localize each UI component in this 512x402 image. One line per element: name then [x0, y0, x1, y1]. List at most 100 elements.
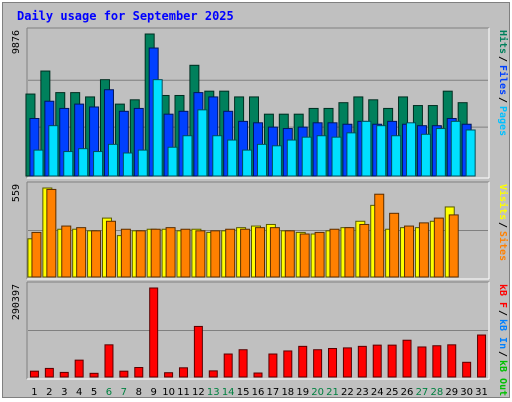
x-tick-label-day-25: 25	[386, 387, 399, 398]
chart-title: Daily usage for September 2025	[17, 9, 234, 23]
bar-kb-f-day-7	[119, 370, 129, 378]
bar-pages-day-26	[406, 122, 417, 177]
x-tick-label-day-27: 27	[416, 387, 429, 398]
bar-sites-day-19	[299, 233, 310, 278]
bar-kb-f-day-22	[342, 347, 352, 378]
x-tick-label-day-6: 6	[106, 387, 112, 398]
x-tick-label-day-11: 11	[177, 387, 190, 398]
bar-kb-f-day-27	[417, 346, 427, 378]
ymax-label-visits-sites: 559	[11, 184, 22, 202]
bar-sites-day-26	[404, 225, 415, 278]
bar-kb-f-day-29	[447, 344, 457, 378]
bar-sites-day-29	[448, 214, 459, 278]
legend-files: Files	[497, 65, 509, 95]
bar-pages-day-16	[257, 143, 267, 177]
bar-sites-day-21	[329, 228, 340, 278]
bar-pages-day-4	[78, 148, 89, 177]
bar-kb-f-day-18	[283, 350, 293, 378]
legend-separator: /	[497, 310, 508, 316]
bar-kb-f-day-6	[104, 344, 114, 378]
x-tick-label-day-29: 29	[445, 387, 458, 398]
bar-kb-f-day-17	[268, 353, 278, 378]
x-tick-label-day-22: 22	[341, 387, 354, 398]
bar-kb-f-day-12	[193, 325, 203, 378]
bar-pages-day-10	[167, 146, 178, 177]
bar-pages-day-8	[137, 149, 148, 177]
bar-pages-day-2	[48, 125, 59, 177]
bar-kb-f-day-5	[89, 372, 99, 378]
bar-pages-day-28	[435, 128, 446, 177]
legend-visits: Visits	[497, 184, 509, 220]
bar-pages-day-22	[346, 132, 357, 177]
x-tick-label-day-23: 23	[356, 387, 369, 398]
x-tick-label-day-24: 24	[371, 387, 384, 398]
bar-sites-day-22	[344, 227, 355, 278]
legend-kb-in: kB In	[497, 319, 508, 349]
bar-pages-day-13	[212, 135, 223, 177]
bar-pages-day-1	[33, 149, 44, 177]
bar-sites-day-23	[359, 223, 370, 278]
bar-pages-day-14	[227, 139, 238, 177]
bar-pages-day-23	[361, 120, 372, 177]
bar-sites-day-6	[105, 220, 116, 278]
bar-sites-day-8	[135, 230, 146, 278]
bar-kb-f-day-8	[134, 366, 144, 378]
legend-separator: /	[497, 56, 508, 62]
bar-sites-day-3	[61, 225, 72, 278]
bar-sites-day-14	[225, 228, 236, 278]
legend-hits: Hits	[497, 30, 509, 54]
bar-pages-day-29	[450, 120, 461, 177]
bar-sites-day-9	[150, 228, 161, 278]
x-tick-label-day-19: 19	[296, 387, 309, 398]
x-tick-label-day-3: 3	[61, 387, 67, 398]
bar-sites-day-10	[165, 227, 176, 278]
bar-kb-f-day-1	[29, 370, 39, 378]
legend-kb-f: kB F	[497, 284, 508, 308]
bar-sites-day-17	[269, 227, 280, 278]
bar-kb-f-day-23	[357, 345, 367, 378]
bar-kb-f-day-20	[313, 349, 323, 378]
bar-kb-f-day-31	[477, 334, 487, 378]
x-tick-label-day-26: 26	[401, 387, 414, 398]
ymax-label-hits-files-pages: 9876	[11, 30, 22, 54]
x-tick-label-day-14: 14	[222, 387, 235, 398]
bar-kb-f-day-11	[178, 367, 188, 378]
x-tick-label-day-7: 7	[121, 387, 127, 398]
bar-sites-day-13	[210, 230, 221, 278]
x-tick-label-day-21: 21	[326, 387, 339, 398]
bar-pages-day-17	[271, 145, 282, 177]
bar-sites-day-7	[120, 228, 131, 278]
x-tick-label-day-18: 18	[281, 387, 294, 398]
bar-kb-f-day-21	[328, 347, 338, 378]
bar-kb-f-day-25	[387, 344, 397, 378]
bar-sites-day-27	[418, 222, 429, 278]
x-tick-label-day-1: 1	[31, 387, 37, 398]
usage-chart: Daily usage for September 2025 9876 Hits / F…	[11, 9, 509, 398]
bar-pages-day-12	[197, 109, 208, 177]
bar-sites-day-11	[180, 228, 191, 278]
bar-sites-day-12	[195, 230, 206, 278]
x-tick-label-day-8: 8	[136, 387, 142, 398]
bar-kb-f-day-24	[372, 344, 382, 378]
legend-sites: Sites	[497, 231, 509, 261]
bar-pages-day-27	[420, 133, 431, 177]
bar-kb-f-day-19	[298, 345, 308, 378]
x-tick-label-day-30: 30	[460, 387, 473, 398]
bar-pages-day-18	[286, 139, 297, 177]
bar-pages-day-24	[376, 125, 387, 177]
legend-separator: /	[497, 351, 508, 357]
ymax-label-kbytes: 290397	[11, 284, 22, 320]
x-tick-label-day-4: 4	[76, 387, 82, 398]
bar-kb-f-day-28	[432, 345, 442, 378]
bar-pages-day-25	[391, 135, 402, 177]
bar-pages-day-6	[107, 143, 118, 177]
bar-sites-day-25	[389, 212, 400, 278]
bar-pages-day-11	[182, 135, 193, 177]
bar-kb-f-day-3	[59, 371, 69, 378]
bar-sites-day-20	[314, 231, 325, 278]
usage-chart-frame: Daily usage for September 2025 9876 Hits / F…	[2, 2, 510, 398]
bar-pages-day-21	[331, 136, 342, 177]
x-tick-label-day-2: 2	[46, 387, 52, 398]
bar-sites-day-5	[91, 230, 102, 278]
bar-sites-day-24	[374, 193, 385, 278]
